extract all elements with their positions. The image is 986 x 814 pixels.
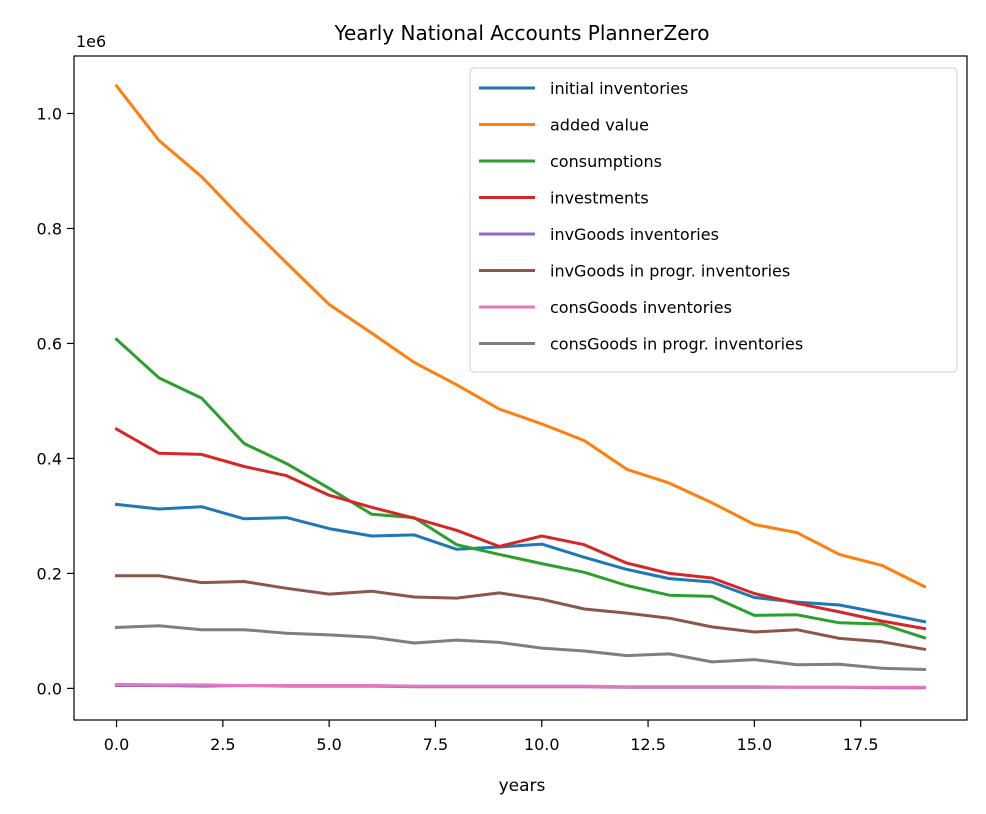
plot-frame xyxy=(73,55,968,721)
x-tick-label: 0.0 xyxy=(104,735,129,754)
chart-title: Yearly National Accounts PlannerZero xyxy=(333,21,709,45)
y-tick-label: 0.6 xyxy=(37,334,62,353)
y-tick-label: 1.0 xyxy=(37,104,62,123)
y-scale-label: 1e6 xyxy=(76,32,106,51)
legend-label: invGoods in progr. inventories xyxy=(550,262,790,281)
legend-label: invGoods inventories xyxy=(550,225,719,244)
x-tick-label: 10.0 xyxy=(524,735,560,754)
legend-label: consGoods in progr. inventories xyxy=(550,335,803,354)
plot-lines xyxy=(114,83,927,690)
legend: initial inventories added value consumptio… xyxy=(469,67,958,373)
series-line-6 xyxy=(114,682,926,689)
series-line-3 xyxy=(114,427,927,631)
x-tick-label: 12.5 xyxy=(630,735,666,754)
series-line-1 xyxy=(114,83,927,589)
legend-label: initial inventories xyxy=(550,79,688,98)
series-line-7 xyxy=(114,624,927,671)
x-axis-label: years xyxy=(499,776,546,796)
legend-label: consGoods inventories xyxy=(550,298,732,317)
series-line-5 xyxy=(115,574,927,652)
y-tick-label: 0.0 xyxy=(37,679,62,698)
y-tick-label: 0.8 xyxy=(37,219,62,238)
legend-label: investments xyxy=(550,189,649,208)
x-tick-label: 15.0 xyxy=(737,735,773,754)
x-tick-label: 5.0 xyxy=(316,735,341,754)
x-axis: 0.0 2.5 5.0 7.5 10.0 12.5 15.0 17.5 xyxy=(104,720,879,754)
series-line-2 xyxy=(114,337,927,640)
legend-label: consumptions xyxy=(550,152,662,171)
legend-box xyxy=(469,67,958,373)
x-tick-label: 2.5 xyxy=(210,735,235,754)
y-axis: 0.0 0.2 0.4 0.6 0.8 1.0 xyxy=(37,104,74,698)
y-tick-label: 0.2 xyxy=(37,564,62,583)
x-tick-label: 17.5 xyxy=(843,735,879,754)
y-tick-label: 0.4 xyxy=(37,449,62,468)
x-tick-label: 7.5 xyxy=(423,735,448,754)
legend-label: added value xyxy=(550,116,649,135)
